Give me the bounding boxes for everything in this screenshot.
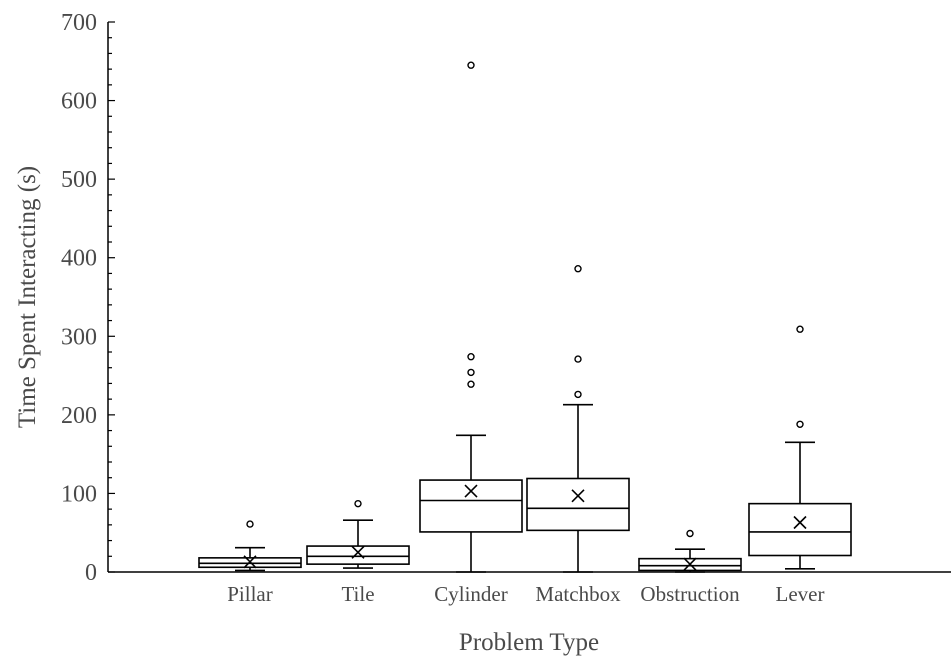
x-axis: Pillar Tile Cylinder Matchbox Obstruction Lev… xyxy=(108,571,951,606)
outlier-point xyxy=(574,265,582,273)
x-tick-label: Obstruction xyxy=(640,582,740,606)
box-pillar xyxy=(198,520,302,572)
y-axis: 0 100 200 300 400 500 600 700 xyxy=(61,10,115,586)
y-axis-label: Time Spent Interacting (s) xyxy=(14,166,41,428)
x-tick-label: Lever xyxy=(776,582,825,606)
x-tick-label: Cylinder xyxy=(434,582,508,606)
outlier-point xyxy=(467,353,475,361)
mean-marker xyxy=(464,484,478,498)
y-tick-label: 500 xyxy=(61,167,97,193)
y-tick-label: 400 xyxy=(61,246,97,272)
x-tick-label: Matchbox xyxy=(535,582,621,606)
outlier-point xyxy=(467,368,475,377)
y-tick-label: 100 xyxy=(61,481,97,507)
outlier-point xyxy=(467,380,475,388)
outlier-point xyxy=(796,325,804,333)
outlier-point xyxy=(354,499,362,508)
x-tick-label: Tile xyxy=(341,582,374,606)
iqr-box xyxy=(526,477,630,532)
iqr-box xyxy=(638,557,742,572)
box-tile xyxy=(306,499,410,569)
x-axis-label: Problem Type xyxy=(459,629,599,656)
mean-marker xyxy=(351,545,365,559)
outlier-point xyxy=(796,420,804,428)
outlier-point xyxy=(467,61,475,69)
mean-marker xyxy=(571,489,585,503)
mean-marker xyxy=(793,515,807,530)
box-series xyxy=(198,61,852,573)
x-tick-label: Pillar xyxy=(227,582,273,606)
box-obstruction xyxy=(638,529,742,573)
y-tick-label: 200 xyxy=(61,403,97,429)
outlier-point xyxy=(246,520,254,528)
iqr-box xyxy=(748,502,852,557)
box-matchbox xyxy=(526,265,630,573)
y-tick-label: 300 xyxy=(61,324,97,350)
iqr-box xyxy=(306,545,410,565)
mean-marker xyxy=(243,555,257,569)
box-lever xyxy=(748,325,852,570)
y-tick-label: 600 xyxy=(61,89,97,115)
outlier-point xyxy=(574,390,582,399)
box-cylinder xyxy=(419,61,523,573)
iqr-box xyxy=(419,479,523,533)
y-tick-label: 700 xyxy=(61,10,97,36)
y-tick-label: 0 xyxy=(85,560,97,586)
outlier-point xyxy=(574,355,582,363)
mean-marker xyxy=(683,557,697,571)
outlier-point xyxy=(686,529,694,538)
